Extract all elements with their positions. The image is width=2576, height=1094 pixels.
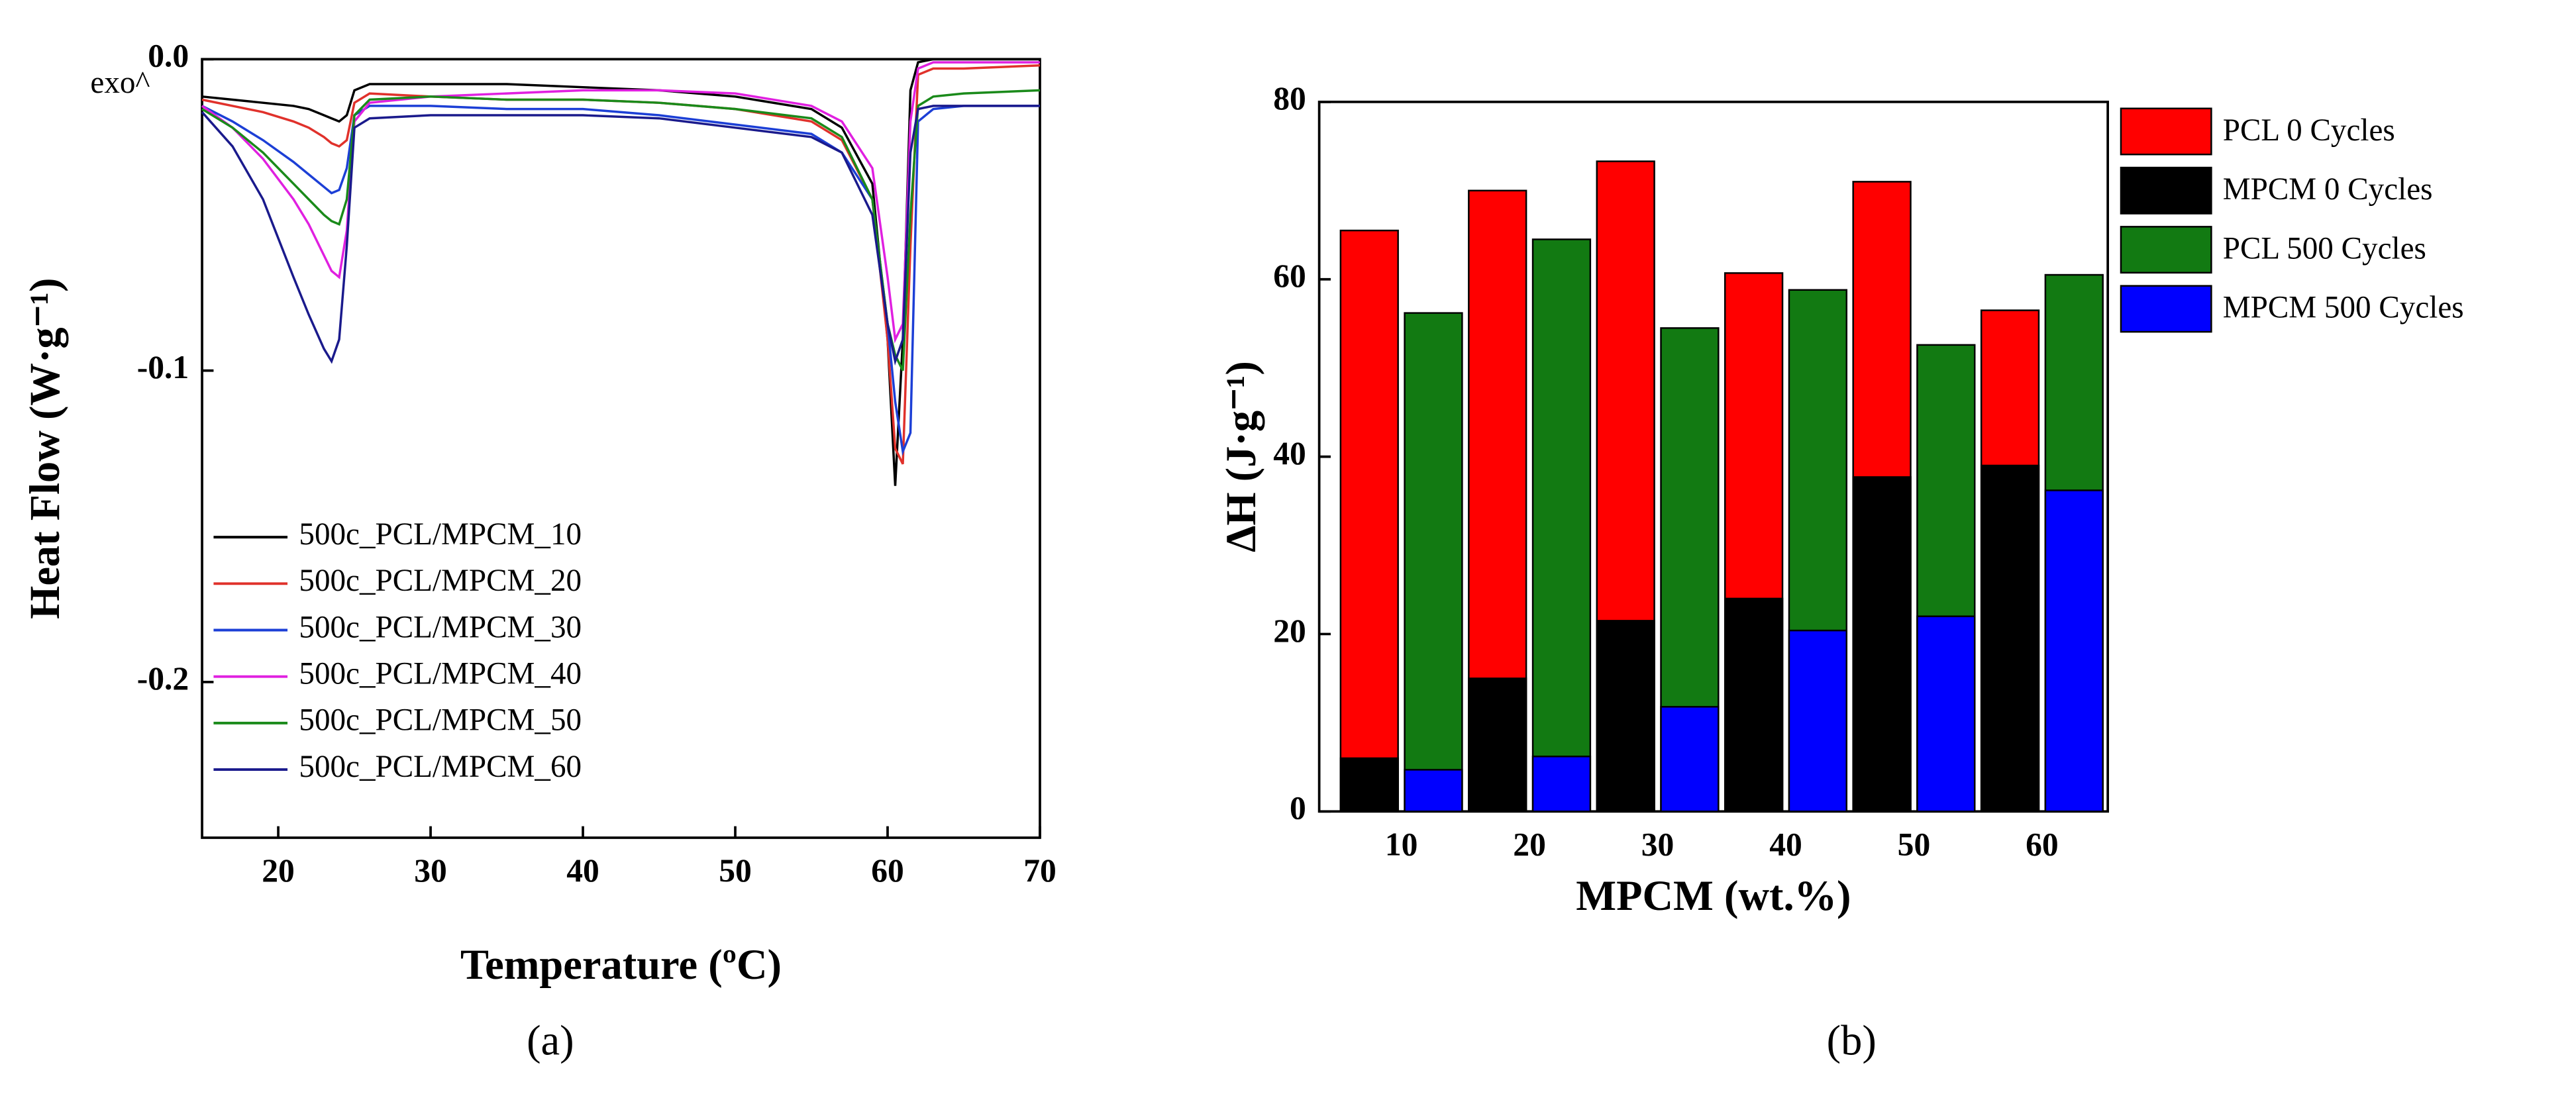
bar [1596,620,1655,813]
y-tick-label: -0.1 [137,349,189,385]
bar [1724,597,1784,813]
x-tick-label: 60 [871,852,904,889]
bar [2044,489,2104,813]
panel-label: (a) [527,1017,574,1064]
x-tick-label: 20 [1513,826,1546,862]
y-tick-label: 20 [1273,613,1306,649]
bar [1852,476,1912,813]
x-tick-label: 50 [719,852,752,889]
legend-label: 500c_PCL/MPCM_50 [299,703,582,738]
x-tick-label: 30 [414,852,447,889]
bar [1531,238,1592,813]
legend-swatch [2120,107,2212,156]
x-axis-label: Temperature (ºC) [460,941,782,988]
line-series [201,105,1040,456]
x-axis-label: MPCM (wt.%) [1576,872,1851,919]
y-tick-label: -0.2 [137,660,189,697]
legend-label: MPCM 0 Cycles [2223,172,2433,207]
legend-label: 500c_PCL/MPCM_10 [299,517,582,552]
legend-label: 500c_PCL/MPCM_40 [299,657,582,691]
bar [1404,769,1463,813]
line-series [201,89,1041,372]
legend-label: 500c_PCL/MPCM_20 [299,564,582,598]
legend-swatch [2120,285,2212,333]
bar [1404,312,1463,813]
x-tick-label: 40 [1769,826,1802,862]
bar [1339,757,1399,813]
y-tick-label: 80 [1273,80,1306,117]
y-axis-label: ΔH (J·g⁻¹) [1217,361,1264,552]
y-tick-label: 60 [1273,258,1306,294]
line-series [201,105,1040,366]
bar [1916,615,1976,813]
bar [1660,706,1720,813]
x-tick-label: 30 [1641,826,1674,862]
annotation: exo^ [90,66,150,100]
x-tick-label: 10 [1385,826,1418,862]
legend-label: MPCM 500 Cycles [2223,291,2464,325]
y-tick-label: 0.0 [148,38,189,74]
legend-label: 500c_PCL/MPCM_30 [299,610,582,644]
x-tick-label: 20 [262,852,295,889]
panel-label: (b) [1827,1017,1877,1064]
legend-swatch [2120,226,2212,274]
y-axis-label: Heat Flow (W·g⁻¹) [21,278,68,619]
bar [1468,677,1527,813]
bar [1339,229,1399,813]
bar [1531,756,1592,813]
x-tick-label: 50 [1898,826,1931,862]
legend-label: PCL 500 Cycles [2223,231,2426,266]
y-tick-label: 0 [1290,790,1306,826]
legend-swatch [2120,166,2212,215]
legend-label: PCL 0 Cycles [2223,113,2395,148]
plot-frame [201,58,1041,839]
x-tick-label: 60 [2026,826,2059,862]
bar [1980,464,2040,813]
bar [1788,629,1848,813]
x-tick-label: 40 [566,852,599,889]
x-tick-label: 70 [1023,852,1056,889]
legend-label: 500c_PCL/MPCM_60 [299,750,582,784]
y-tick-label: 40 [1273,435,1306,472]
